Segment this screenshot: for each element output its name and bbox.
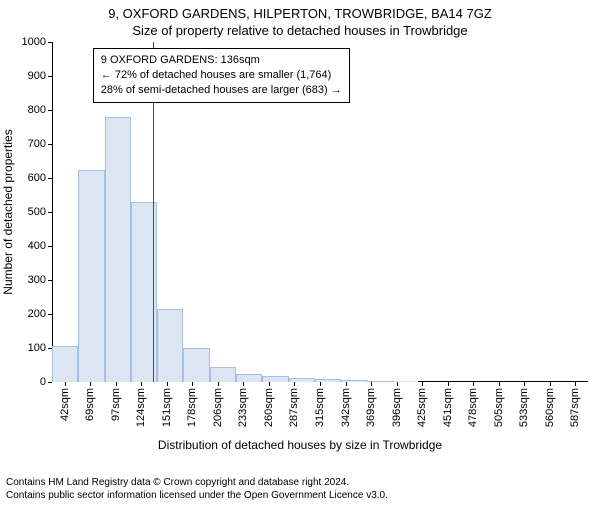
plot-region: 9 OXFORD GARDENS: 136sqm ← 72% of detach… — [52, 42, 588, 382]
x-axis-label: Distribution of detached houses by size … — [0, 438, 600, 452]
xtick-mark — [294, 382, 295, 386]
bar — [315, 379, 341, 382]
footer-line-2: Contains public sector information licen… — [6, 489, 388, 502]
xtick-label: 342sqm — [340, 388, 352, 427]
xtick-mark — [141, 382, 142, 386]
ytick-mark — [48, 144, 52, 145]
xtick-mark — [192, 382, 193, 386]
xtick-label: 369sqm — [365, 388, 377, 427]
ytick-mark — [48, 42, 52, 43]
xtick-label: 69sqm — [84, 388, 96, 421]
xtick-mark — [422, 382, 423, 386]
bar — [157, 309, 183, 382]
xtick-label: 178sqm — [186, 388, 198, 427]
ytick-label: 600 — [28, 172, 46, 184]
ytick-label: 900 — [28, 70, 46, 82]
xtick-label: 287sqm — [288, 388, 300, 427]
xtick-label: 478sqm — [467, 388, 479, 427]
bar — [183, 348, 209, 382]
xtick-mark — [448, 382, 449, 386]
ytick-mark — [48, 348, 52, 349]
xtick-mark — [397, 382, 398, 386]
xtick-mark — [167, 382, 168, 386]
bar — [289, 378, 315, 382]
xtick-mark — [243, 382, 244, 386]
info-line-3: 28% of semi-detached houses are larger (… — [101, 83, 342, 98]
xtick-mark — [575, 382, 576, 386]
xtick-label: 151sqm — [161, 388, 173, 427]
xtick-mark — [90, 382, 91, 386]
bar — [236, 374, 262, 383]
ytick-mark — [48, 382, 52, 383]
ytick-label: 800 — [28, 104, 46, 116]
ytick-mark — [48, 314, 52, 315]
ytick-label: 1000 — [22, 36, 46, 48]
ytick-mark — [48, 246, 52, 247]
xtick-mark — [499, 382, 500, 386]
ytick-label: 500 — [28, 206, 46, 218]
bar — [262, 376, 288, 382]
ytick-label: 300 — [28, 274, 46, 286]
ytick-label: 0 — [40, 376, 46, 388]
footer: Contains HM Land Registry data © Crown c… — [6, 476, 388, 502]
xtick-mark — [371, 382, 372, 386]
info-box: 9 OXFORD GARDENS: 136sqm ← 72% of detach… — [93, 48, 350, 103]
footer-line-1: Contains HM Land Registry data © Crown c… — [6, 476, 388, 489]
xtick-label: 206sqm — [212, 388, 224, 427]
xtick-mark — [65, 382, 66, 386]
ytick-mark — [48, 110, 52, 111]
ytick-label: 700 — [28, 138, 46, 150]
xtick-mark — [550, 382, 551, 386]
ytick-mark — [48, 280, 52, 281]
xtick-mark — [320, 382, 321, 386]
xtick-label: 533sqm — [518, 388, 530, 427]
ytick-label: 100 — [28, 342, 46, 354]
xtick-label: 505sqm — [493, 388, 505, 427]
title-line1: 9, OXFORD GARDENS, HILPERTON, TROWBRIDGE… — [0, 6, 600, 21]
xtick-mark — [269, 382, 270, 386]
xtick-label: 587sqm — [569, 388, 581, 427]
xtick-label: 396sqm — [391, 388, 403, 427]
xtick-label: 315sqm — [314, 388, 326, 427]
ytick-mark — [48, 178, 52, 179]
xtick-label: 451sqm — [442, 388, 454, 427]
bar — [78, 170, 104, 383]
xtick-mark — [218, 382, 219, 386]
xtick-mark — [524, 382, 525, 386]
xtick-label: 124sqm — [135, 388, 147, 427]
bar — [105, 117, 131, 382]
bar — [52, 346, 78, 382]
y-axis-label: Number of detached properties — [1, 129, 15, 294]
xtick-label: 560sqm — [544, 388, 556, 427]
title-line2: Size of property relative to detached ho… — [0, 23, 600, 38]
chart-area: Number of detached properties 9 OXFORD G… — [52, 42, 588, 382]
xtick-mark — [346, 382, 347, 386]
xtick-mark — [473, 382, 474, 386]
xtick-label: 42sqm — [59, 388, 71, 421]
xtick-label: 233sqm — [237, 388, 249, 427]
ytick-label: 200 — [28, 308, 46, 320]
ytick-label: 400 — [28, 240, 46, 252]
ytick-mark — [48, 76, 52, 77]
info-line-2: ← 72% of detached houses are smaller (1,… — [101, 68, 342, 83]
info-line-1: 9 OXFORD GARDENS: 136sqm — [101, 53, 342, 68]
xtick-label: 425sqm — [416, 388, 428, 427]
xtick-label: 97sqm — [110, 388, 122, 421]
xtick-label: 260sqm — [263, 388, 275, 427]
ytick-mark — [48, 212, 52, 213]
bar — [210, 367, 236, 382]
xtick-mark — [116, 382, 117, 386]
